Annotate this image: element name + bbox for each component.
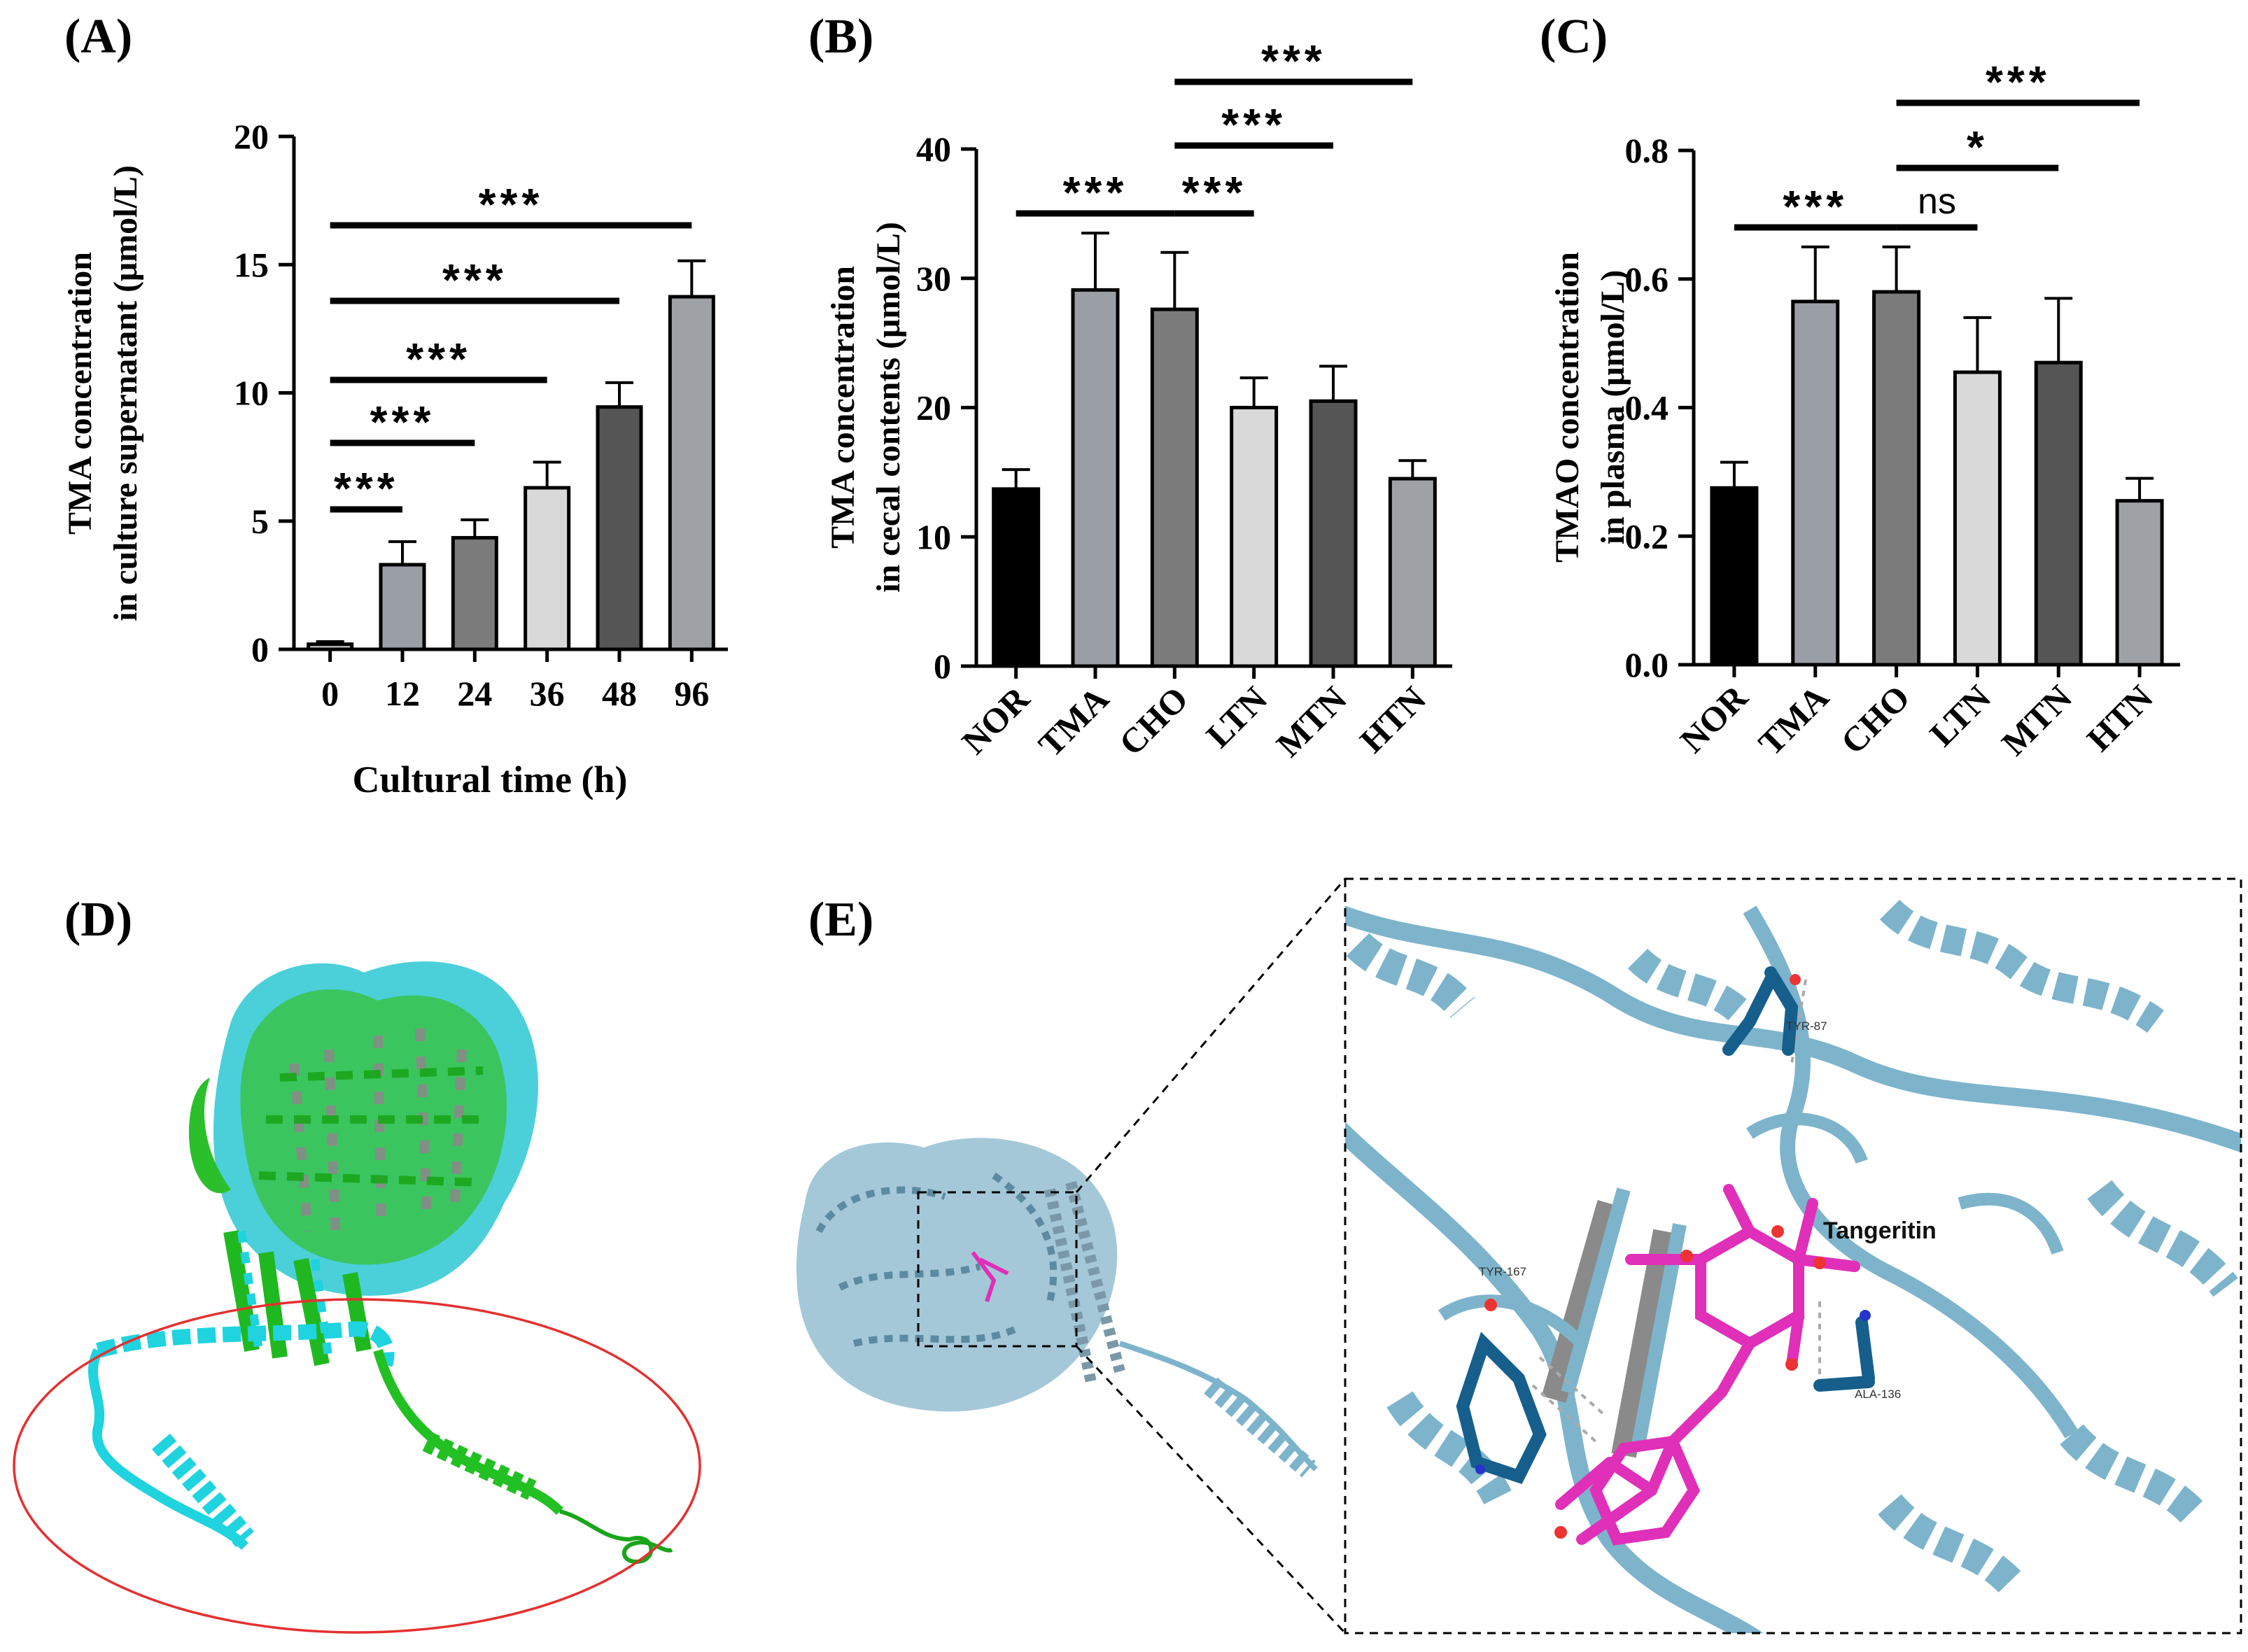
y-tick-label: 0.4: [1625, 388, 1669, 428]
x-tick-label: LTN: [1198, 679, 1274, 755]
x-tick-label: TMA: [1031, 679, 1116, 764]
bar: [668, 295, 715, 651]
x-tick-label: LTN: [1922, 677, 1998, 754]
y-tick-label: 20: [916, 388, 951, 428]
x-tick-label: TMA: [1750, 677, 1836, 763]
significance-label: ***: [1261, 36, 1326, 86]
residue-tyr87: [1722, 966, 1801, 1056]
protein-overview-e: [796, 878, 1347, 1635]
bar-chart-a: 0 5 10 15 20 0 12 24 36 48 96 TMA concentration in c…: [62, 117, 728, 800]
bar: [1388, 476, 1437, 668]
x-tick-label: NOR: [954, 679, 1037, 762]
significance-label: ***: [406, 334, 471, 384]
bar: [992, 487, 1041, 668]
significance-label: ***: [1783, 181, 1848, 232]
significance-label: ***: [370, 397, 435, 447]
ligand-tangeritin: [1554, 1184, 1860, 1546]
y-tick-label: 5: [251, 502, 269, 541]
y-axis-label-line2: in plasma (μmol/L): [1594, 270, 1631, 545]
x-tick-label: MTN: [1269, 679, 1354, 764]
residue-label-ala136: ALA-136: [1855, 1388, 1901, 1401]
y-tick-label: 0.6: [1625, 260, 1669, 299]
y-tick-label: 10: [234, 374, 269, 413]
bar: [379, 563, 426, 651]
x-tick-label: 0: [321, 674, 339, 713]
zoom-line-top: [1075, 878, 1347, 1193]
y-tick-label: 40: [916, 129, 951, 169]
panel-label-d: (D): [64, 893, 132, 947]
x-tick-label: CHO: [1833, 677, 1917, 761]
binding-site-zoom-e: Tangeritin TYR-87 TYR-167 ALA-136: [1344, 877, 2242, 1635]
highlight-ellipse: [13, 1298, 701, 1634]
y-tick-label: 20: [234, 117, 269, 156]
x-tick-label: 36: [530, 674, 565, 713]
significance-label: ***: [1182, 167, 1247, 218]
y-tick-label: 0.2: [1625, 516, 1669, 556]
bar: [596, 405, 643, 651]
significance-label: ***: [479, 179, 544, 230]
zoom-frame: [1344, 877, 2242, 1635]
x-tick-label: HTN: [2079, 677, 2161, 758]
y-tick-label: 0.8: [1625, 131, 1669, 170]
y-tick-label: 0.0: [1625, 645, 1669, 684]
significance-label: *: [1967, 122, 1988, 172]
y-axis-label-line1: TMA concentration: [62, 252, 99, 535]
bar: [1791, 299, 1840, 667]
x-tick-label: MTN: [1994, 677, 2079, 763]
y-tick-label: 0: [934, 647, 951, 686]
x-tick-label: 96: [674, 674, 709, 713]
bar: [2115, 499, 2164, 667]
x-tick-label: HTN: [1352, 679, 1433, 760]
y-tick-label: 0: [251, 630, 269, 669]
residue-label-tyr87: TYR-87: [1786, 1019, 1827, 1033]
x-tick-label: 48: [602, 674, 637, 713]
significance-label: ***: [334, 463, 399, 514]
residue-label-tyr167: TYR-167: [1479, 1265, 1526, 1278]
residue-tyr167: [1456, 1299, 1547, 1485]
bar: [1071, 288, 1120, 668]
x-tick-label: 24: [457, 674, 492, 713]
protein-overlay-d: [13, 961, 701, 1634]
panel-label-b: (B): [808, 10, 873, 64]
residue-ala136: [1813, 1310, 1875, 1392]
y-axis-label-line1: TMA concentration: [824, 266, 862, 549]
significance-label: ns: [1918, 181, 1956, 222]
zoom-line-bottom: [1075, 1345, 1347, 1635]
significance-label: ***: [1221, 99, 1286, 150]
zoom-source-box: [917, 1191, 1078, 1348]
bar: [2034, 360, 2083, 667]
bar: [524, 486, 571, 651]
bar: [1309, 399, 1358, 668]
x-tick-label: NOR: [1673, 677, 1756, 761]
x-axis-label: Cultural time (h): [353, 758, 628, 800]
x-tick-label: CHO: [1111, 679, 1195, 763]
panel-label-a: (A): [64, 10, 132, 64]
y-tick-label: 10: [916, 517, 951, 556]
bar: [1150, 307, 1199, 668]
bar: [1953, 370, 2002, 667]
flexible-tail-region-d: [87, 1321, 673, 1564]
y-axis-label-line2: in cecal contents (μmol/L): [870, 222, 907, 593]
y-axis-label-line1: TMAO concentration: [1549, 252, 1586, 563]
bar: [307, 642, 354, 651]
protein-globule-d: [189, 961, 538, 1367]
bar: [1230, 406, 1279, 668]
x-tick-label: 12: [385, 674, 420, 713]
bar: [1710, 486, 1759, 667]
significance-label: ***: [1986, 57, 2051, 107]
ligand-label: Tangeritin: [1823, 1217, 1937, 1244]
significance-label: ***: [442, 255, 507, 305]
bar: [1872, 290, 1921, 667]
bar: [451, 536, 498, 651]
y-tick-label: 30: [916, 259, 951, 298]
y-tick-label: 15: [234, 245, 269, 284]
significance-label: ***: [1063, 167, 1128, 218]
y-axis-label-line2: in culture supernatant (μmol/L): [107, 165, 144, 621]
panel-label-c: (C): [1540, 10, 1608, 64]
panel-label-e: (E): [808, 893, 873, 947]
